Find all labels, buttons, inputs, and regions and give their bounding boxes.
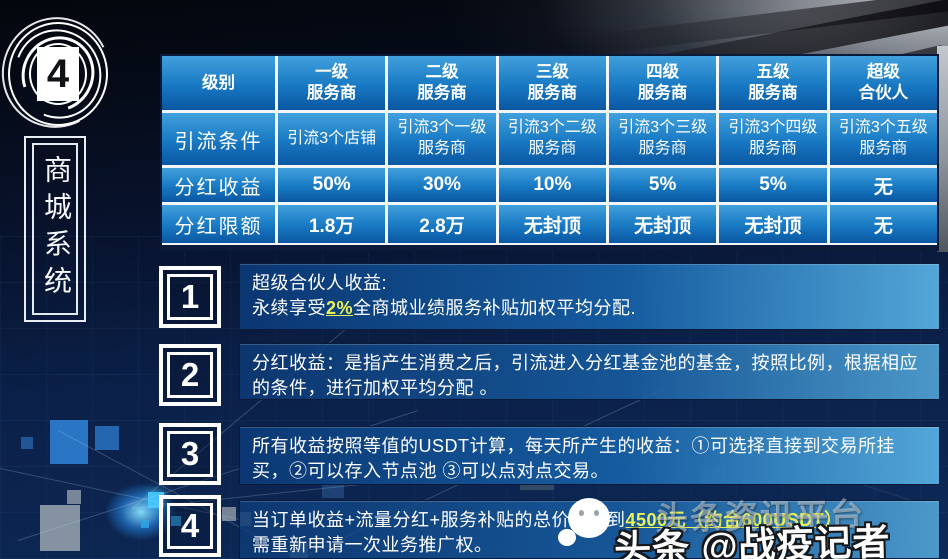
decor-square xyxy=(50,420,88,464)
glow-spot xyxy=(93,474,189,550)
table-header-cell: 超级 合伙人 xyxy=(829,56,937,110)
chat-bubble-small xyxy=(558,529,576,546)
note-4-line-1: 当订单收益+流量分红+服务补贴的总价值达到4500元（约合600USDT） xyxy=(252,508,927,533)
note-1-highlight: 2% xyxy=(326,297,354,318)
table-cell: 2.8万 xyxy=(388,205,496,243)
note-1-text: 永续享受 xyxy=(252,297,326,318)
table-header-cell: 二级 服务商 xyxy=(388,56,496,110)
chat-bubble-big xyxy=(568,498,610,538)
watermark-author-text: 头条 @战疫记者 xyxy=(613,521,891,559)
decor-gray-strip xyxy=(937,46,948,252)
note-1-line-1: 超级合伙人收益: xyxy=(252,273,388,293)
note-number: 2 xyxy=(167,352,213,398)
table-row-label: 分红收益 xyxy=(162,168,275,202)
chat-bubble-icon xyxy=(558,498,610,548)
note-2-text: 分红收益：是指产生消费之后，引流进入分红基金池的基金，按照比例，根据相应的条件，… xyxy=(252,353,918,398)
section-number: 4 xyxy=(37,47,79,101)
note-panel-1: 超级合伙人收益: 永续享受2%全商城业绩服务补贴加权平均分配. xyxy=(239,263,940,330)
section-title: 商城系统 xyxy=(40,155,71,303)
table-cell: 50% xyxy=(278,168,386,202)
table-cell: 无封顶 xyxy=(609,205,717,243)
note-panel-3: 所有收益按照等值的USDT计算，每天所产生的收益：①可选择直接到交易所挂买，②可… xyxy=(239,426,940,485)
table-cell: 无封顶 xyxy=(719,205,827,243)
table-cell: 30% xyxy=(388,168,496,202)
table-cell: 无封顶 xyxy=(498,205,606,243)
table-cell: 5% xyxy=(719,168,827,202)
decor-streak xyxy=(548,0,948,61)
decor-square xyxy=(40,505,80,551)
table-cell: 引流3个店铺 xyxy=(278,113,386,165)
table-cell: 无 xyxy=(829,205,937,243)
table-header-cell: 级别 xyxy=(162,56,275,110)
decor-square xyxy=(67,490,81,504)
note-3-text: 所有收益按照等值的USDT计算，每天所产生的收益：①可选择直接到交易所挂买，②可… xyxy=(252,436,895,481)
table-cell: 引流3个四级服务商 xyxy=(719,113,827,165)
table-cell: 引流3个二级服务商 xyxy=(498,113,606,165)
decor-square xyxy=(95,426,119,450)
table-cell: 引流3个一级服务商 xyxy=(388,113,496,165)
note-1-line-2: 永续享受2%全商城业绩服务补贴加权平均分配. xyxy=(252,296,927,321)
chat-bubble-eye xyxy=(579,510,584,516)
note-number-badge: 2 xyxy=(159,344,221,406)
section-title-inner-frame: 商城系统 xyxy=(32,143,78,315)
table-row-label: 分红限额 xyxy=(162,205,275,243)
ring-decor xyxy=(29,43,87,105)
note-4-highlight: 4500元（约合600USDT） xyxy=(625,510,843,530)
decor-square xyxy=(171,516,181,526)
table-row-label: 引流条件 xyxy=(162,113,275,165)
note-number-badge: 1 xyxy=(159,266,221,328)
note-1-text: 全商城业绩服务补贴加权平均分配. xyxy=(353,297,637,318)
section-number-emblem: 4 xyxy=(0,3,125,142)
table-cell: 引流3个三级服务商 xyxy=(609,113,717,165)
table-header-cell: 四级 服务商 xyxy=(609,56,717,110)
table-header-cell: 五级 服务商 xyxy=(719,56,827,110)
note-number: 3 xyxy=(167,431,213,477)
table-header-cell: 三级 服务商 xyxy=(498,56,606,110)
ring-decor xyxy=(8,22,108,126)
table-cell: 1.8万 xyxy=(278,205,386,243)
note-number: 1 xyxy=(167,274,213,320)
note-panel-2: 分红收益：是指产生消费之后，引流进入分红基金池的基金，按照比例，根据相应的条件，… xyxy=(239,343,940,400)
section-title-box: 商城系统 xyxy=(24,136,86,322)
table-header-cell: 一级 服务商 xyxy=(278,56,386,110)
note-number: 4 xyxy=(167,503,213,549)
note-number-badge: 4 xyxy=(159,495,221,557)
note-number-badge: 3 xyxy=(159,423,221,485)
decor-square xyxy=(141,520,149,528)
decor-square xyxy=(21,437,33,449)
table-cell: 5% xyxy=(609,168,717,202)
chat-bubble-eye xyxy=(594,510,599,516)
note-4-line-2: 需重新申请一次业务推广权。 xyxy=(252,534,493,555)
levels-table: 级别 一级 服务商 二级 服务商 三级 服务商 四级 服务商 五级 服务商 超级… xyxy=(160,54,939,251)
note-4-text: 当订单收益+流量分红+服务补贴的总价值达到 xyxy=(252,510,626,530)
table-cell: 10% xyxy=(498,168,606,202)
table-cell: 引流3个五级服务商 xyxy=(829,113,937,165)
decor-square xyxy=(222,507,236,521)
table-cell: 无 xyxy=(829,168,937,202)
